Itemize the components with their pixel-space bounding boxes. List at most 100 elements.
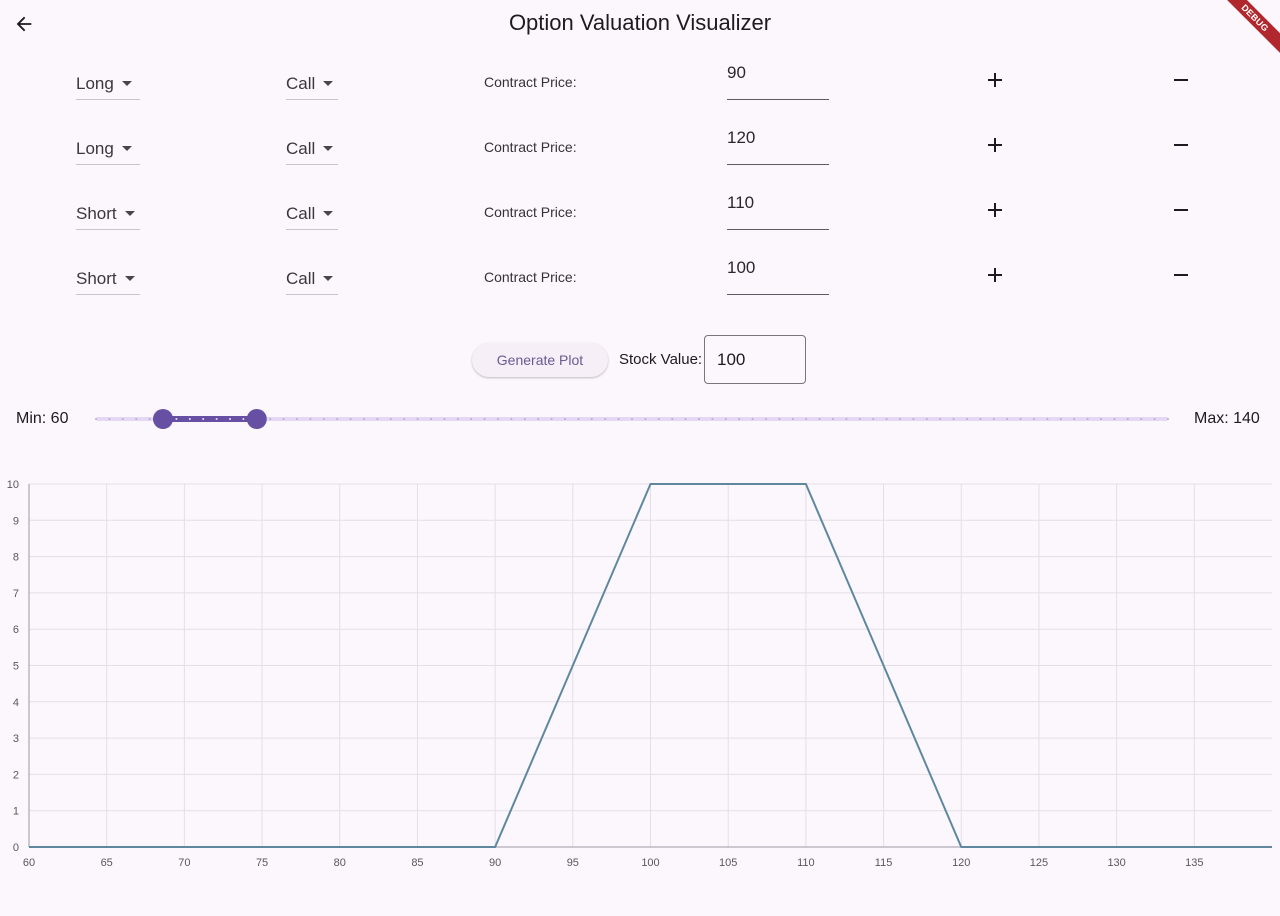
slider-tick bbox=[1126, 418, 1129, 420]
slider-active-tick bbox=[215, 418, 218, 420]
slider-tick bbox=[992, 418, 995, 420]
range-max-label: Max: 140 bbox=[1194, 410, 1260, 427]
slider-tick bbox=[416, 418, 419, 420]
x-tick-label: 135 bbox=[1185, 857, 1203, 869]
back-button[interactable] bbox=[8, 8, 40, 40]
contract-price-input[interactable]: 120 bbox=[727, 127, 829, 165]
contract-price-input[interactable]: 110 bbox=[727, 192, 829, 230]
payoff-line bbox=[29, 483, 1272, 848]
contract-price-input[interactable]: 100 bbox=[727, 257, 829, 295]
chevron-down-icon bbox=[323, 211, 334, 216]
x-tick-label: 65 bbox=[101, 857, 113, 869]
position-dropdown[interactable]: Long bbox=[76, 133, 140, 165]
plus-icon bbox=[988, 138, 1002, 152]
y-tick-label: 1 bbox=[13, 806, 19, 818]
plus-icon bbox=[988, 73, 1002, 87]
slider-tick bbox=[1059, 418, 1062, 420]
slider-tick bbox=[966, 418, 968, 420]
remove-leg-button[interactable] bbox=[1169, 263, 1193, 287]
y-tick-label: 5 bbox=[13, 661, 19, 673]
contract-price-input[interactable]: 90 bbox=[727, 62, 829, 100]
x-tick-label: 95 bbox=[567, 857, 579, 869]
x-tick-label: 75 bbox=[256, 857, 268, 869]
slider-tick bbox=[510, 418, 513, 420]
slider-active-tick bbox=[188, 418, 191, 420]
slider-min-thumb[interactable] bbox=[153, 409, 173, 429]
option-leg-row: Long Call Contract Price: 90 bbox=[0, 62, 1280, 110]
contract-price-value: 100 bbox=[727, 258, 756, 277]
x-tick-label: 60 bbox=[23, 857, 35, 869]
y-tick-label: 8 bbox=[13, 552, 19, 564]
add-leg-button[interactable] bbox=[983, 68, 1007, 92]
contract-price-label: Contract Price: bbox=[484, 204, 577, 220]
option-type-dropdown[interactable]: Call bbox=[286, 198, 338, 230]
slider-tick bbox=[1073, 418, 1076, 420]
slider-tick bbox=[456, 418, 459, 420]
slider-tick bbox=[577, 418, 580, 420]
slider-tick bbox=[1140, 418, 1143, 420]
slider-tick bbox=[1086, 418, 1089, 420]
x-tick-label: 100 bbox=[641, 857, 659, 869]
option-type-dropdown[interactable]: Call bbox=[286, 133, 338, 165]
chevron-down-icon bbox=[121, 81, 132, 86]
option-type-dropdown[interactable]: Call bbox=[286, 263, 338, 295]
slider-tick bbox=[631, 418, 633, 420]
stock-value-input[interactable]: 100 bbox=[704, 335, 806, 384]
slider-tick bbox=[698, 418, 700, 420]
contract-price-label: Contract Price: bbox=[484, 269, 577, 285]
slider-tick bbox=[363, 418, 365, 420]
slider-tick bbox=[899, 418, 901, 420]
slider-tick bbox=[95, 418, 97, 420]
position-value: Long bbox=[76, 138, 114, 158]
remove-leg-button[interactable] bbox=[1169, 133, 1193, 157]
position-dropdown[interactable]: Short bbox=[76, 198, 140, 230]
contract-price-value: 120 bbox=[727, 128, 756, 147]
slider-active-track bbox=[163, 416, 257, 422]
option-type-dropdown[interactable]: Call bbox=[286, 68, 338, 100]
range-slider[interactable] bbox=[94, 406, 1170, 432]
x-tick-label: 125 bbox=[1030, 857, 1048, 869]
slider-tick bbox=[912, 418, 915, 420]
slider-tick bbox=[470, 418, 473, 420]
slider-tick bbox=[872, 418, 875, 420]
option-leg-row: Short Call Contract Price: 110 bbox=[0, 192, 1280, 240]
generate-plot-button[interactable]: Generate Plot bbox=[472, 343, 608, 377]
slider-tick bbox=[1153, 418, 1156, 420]
chevron-down-icon bbox=[121, 146, 132, 151]
x-tick-label: 85 bbox=[411, 857, 423, 869]
range-min-label: Min: 60 bbox=[16, 410, 69, 427]
add-leg-button[interactable] bbox=[983, 263, 1007, 287]
add-leg-button[interactable] bbox=[983, 133, 1007, 157]
position-dropdown[interactable]: Long bbox=[76, 68, 140, 100]
plus-icon bbox=[988, 203, 1002, 217]
position-value: Long bbox=[76, 73, 114, 93]
slider-tick bbox=[805, 418, 808, 420]
remove-leg-button[interactable] bbox=[1169, 68, 1193, 92]
slider-tick bbox=[939, 418, 942, 420]
position-dropdown[interactable]: Short bbox=[76, 263, 140, 295]
slider-tick bbox=[925, 418, 928, 420]
slider-tick bbox=[135, 418, 138, 420]
arrow-left-icon bbox=[16, 16, 32, 32]
position-value: Short bbox=[76, 203, 117, 223]
page-title: Option Valuation Visualizer bbox=[508, 10, 772, 35]
payoff-chart: 0 1 2 3 4 5 6 7 8 9 10 60 65 70 75 80 85 90 95 100 105 110 115… bbox=[7, 479, 1272, 869]
app-bar: Option Valuation Visualizer bbox=[0, 0, 1280, 48]
slider-tick bbox=[403, 418, 406, 420]
x-tick-label: 70 bbox=[178, 857, 190, 869]
plus-icon bbox=[988, 268, 1002, 282]
slider-tick bbox=[564, 418, 566, 420]
slider-tick bbox=[550, 418, 553, 420]
option-leg-row: Long Call Contract Price: 120 bbox=[0, 127, 1280, 175]
slider-tick bbox=[684, 418, 687, 420]
slider-tick bbox=[497, 418, 499, 420]
add-leg-button[interactable] bbox=[983, 198, 1007, 222]
slider-tick bbox=[791, 418, 794, 420]
slider-tick bbox=[724, 418, 727, 420]
x-tick-label: 115 bbox=[875, 857, 893, 869]
slider-max-thumb[interactable] bbox=[246, 409, 267, 429]
remove-leg-button[interactable] bbox=[1169, 198, 1193, 222]
option-leg-row: Short Call Contract Price: 100 bbox=[0, 257, 1280, 305]
x-tick-label: 80 bbox=[334, 857, 346, 869]
slider-tick bbox=[121, 418, 124, 420]
